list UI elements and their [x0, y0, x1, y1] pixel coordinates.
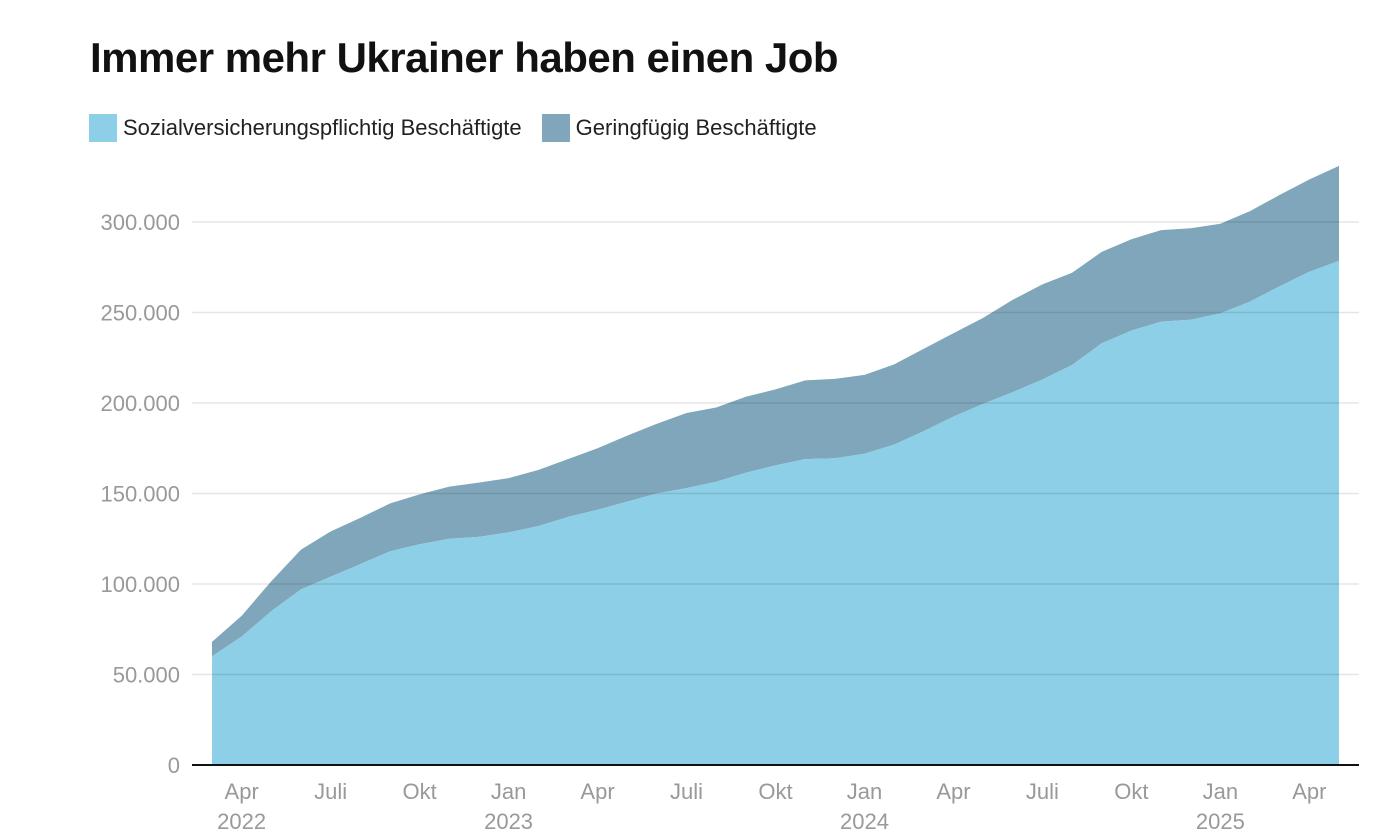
- y-tick-label: 200.000: [100, 391, 180, 416]
- x-tick-label: Juli: [314, 779, 347, 804]
- y-tick-label: 250.000: [100, 301, 180, 326]
- x-tick-label: Jan: [1203, 779, 1238, 804]
- x-tick-label: Apr: [1292, 779, 1326, 804]
- legend-item-geringfuegig: Geringfügig Beschäftigte: [541, 114, 817, 142]
- legend-swatch-sozialversicherungspflichtig: [89, 114, 117, 142]
- x-tick-label: Apr: [580, 779, 614, 804]
- x-tick-label: Apr: [936, 779, 970, 804]
- x-tick-label: Apr: [225, 779, 259, 804]
- x-tick-label: Juli: [1026, 779, 1059, 804]
- chart-title: Immer mehr Ukrainer haben einen Job: [90, 34, 839, 81]
- y-tick-label: 150.000: [100, 482, 180, 507]
- x-tick-year-label: 2025: [1196, 809, 1245, 834]
- x-tick-label: Okt: [758, 779, 792, 804]
- x-tick-year-label: 2023: [484, 809, 533, 834]
- x-tick-year-label: 2022: [217, 809, 266, 834]
- x-tick-label: Okt: [402, 779, 436, 804]
- legend-item-sozialversicherungspflichtig: Sozialversicherungspflichtig Beschäftigt…: [89, 114, 522, 142]
- series-area-geringfuegig: [212, 165, 1339, 657]
- x-tick-label: Juli: [670, 779, 703, 804]
- x-tick-label: Jan: [847, 779, 882, 804]
- x-tick-year-label: 2024: [840, 809, 889, 834]
- y-tick-label: 100.000: [100, 572, 180, 597]
- series-area-sozialversicherungspflichtig: [212, 260, 1339, 765]
- x-tick-label: Okt: [1114, 779, 1148, 804]
- y-tick-label: 300.000: [100, 210, 180, 235]
- legend-label-sozialversicherungspflichtig: Sozialversicherungspflichtig Beschäftigt…: [123, 115, 522, 140]
- chart-legend: Sozialversicherungspflichtig Beschäftigt…: [89, 114, 837, 142]
- x-tick-label: Jan: [491, 779, 526, 804]
- legend-swatch-geringfuegig: [541, 114, 570, 142]
- y-tick-label: 50.000: [113, 663, 180, 688]
- y-tick-label: 0: [168, 753, 180, 778]
- legend-label-geringfuegig: Geringfügig Beschäftigte: [575, 115, 817, 140]
